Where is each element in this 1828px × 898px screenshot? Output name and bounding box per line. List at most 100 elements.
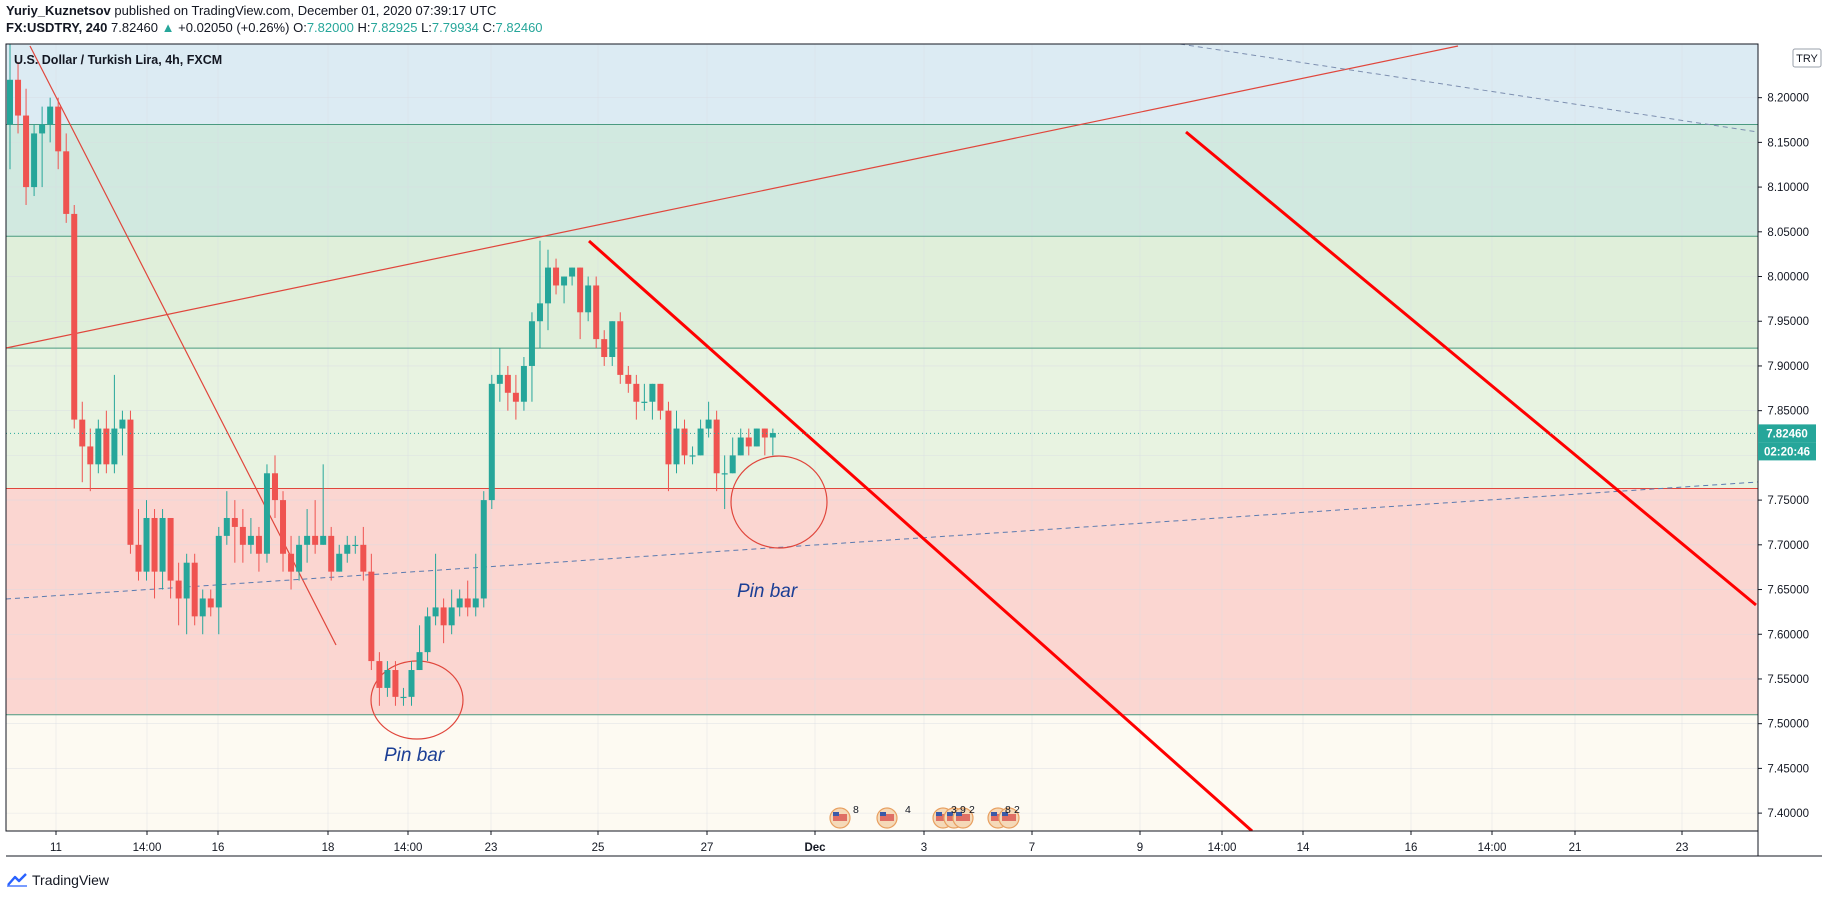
currency-box[interactable]: TRY xyxy=(1792,48,1822,68)
candle[interactable] xyxy=(239,509,246,563)
candle[interactable] xyxy=(737,428,744,456)
event-flag-icon[interactable] xyxy=(952,807,974,829)
candle[interactable] xyxy=(601,330,608,366)
candle[interactable] xyxy=(432,553,439,626)
candle[interactable] xyxy=(472,553,479,617)
candle[interactable] xyxy=(384,661,391,697)
candle[interactable] xyxy=(496,348,503,402)
tradingview-logo[interactable]: TradingView xyxy=(6,872,109,888)
candle[interactable] xyxy=(167,517,174,599)
candle[interactable] xyxy=(183,553,190,635)
candle[interactable] xyxy=(15,61,22,134)
candle[interactable] xyxy=(713,410,720,492)
candle[interactable] xyxy=(705,401,712,438)
candle[interactable] xyxy=(673,410,680,474)
candle[interactable] xyxy=(7,44,13,170)
main-downtrend-line[interactable] xyxy=(588,239,1253,831)
candle[interactable] xyxy=(376,652,383,706)
candle[interactable] xyxy=(577,267,584,340)
candle[interactable] xyxy=(263,464,270,563)
candle[interactable] xyxy=(360,526,367,581)
candle[interactable] xyxy=(215,526,222,635)
candle[interactable] xyxy=(223,491,230,545)
candle[interactable] xyxy=(641,383,648,411)
candle[interactable] xyxy=(296,535,303,581)
price-axis[interactable]: 8.20000 8.15000 8.10000 8.05000 8.00000 7.950… xyxy=(1758,93,1809,820)
candle[interactable] xyxy=(336,544,343,572)
candle[interactable] xyxy=(191,553,198,626)
parallel-downtrend-line[interactable] xyxy=(1185,130,1757,607)
candle[interactable] xyxy=(753,428,760,447)
drawing-layer[interactable] xyxy=(6,44,1758,831)
candle[interactable] xyxy=(769,428,776,456)
candle[interactable] xyxy=(344,535,351,563)
candle[interactable] xyxy=(553,258,560,295)
candle[interactable] xyxy=(103,410,110,474)
candle[interactable] xyxy=(593,276,600,349)
candle[interactable] xyxy=(207,589,214,617)
candle[interactable] xyxy=(480,491,487,608)
candle[interactable] xyxy=(440,598,447,644)
candle[interactable] xyxy=(609,321,616,366)
author-name[interactable]: Yuriy_Kuznetsov xyxy=(6,3,111,18)
candle[interactable] xyxy=(247,517,254,554)
event-flag-icon[interactable] xyxy=(829,807,851,829)
candle[interactable] xyxy=(745,428,752,456)
candle[interactable] xyxy=(657,383,664,420)
candle[interactable] xyxy=(63,133,70,223)
candle[interactable] xyxy=(697,419,704,456)
candle[interactable] xyxy=(504,365,511,411)
candle[interactable] xyxy=(520,357,527,411)
candle[interactable] xyxy=(424,607,431,662)
candle[interactable] xyxy=(617,312,624,384)
candle[interactable] xyxy=(111,374,118,474)
candle[interactable] xyxy=(456,589,463,617)
candle[interactable] xyxy=(649,383,656,420)
candle[interactable] xyxy=(448,589,455,635)
candle[interactable] xyxy=(585,276,592,322)
candle[interactable] xyxy=(304,509,311,563)
candle[interactable] xyxy=(231,500,238,563)
candle[interactable] xyxy=(400,687,407,706)
event-flag-icon[interactable] xyxy=(998,807,1020,829)
candle[interactable] xyxy=(545,249,552,331)
ascending-trendline[interactable] xyxy=(6,45,1459,349)
candle[interactable] xyxy=(561,276,568,304)
candle[interactable] xyxy=(729,437,736,474)
candle[interactable] xyxy=(71,204,78,429)
candle[interactable] xyxy=(761,428,768,456)
candle[interactable] xyxy=(95,419,102,474)
candle[interactable] xyxy=(288,535,295,590)
candle[interactable] xyxy=(175,562,182,626)
candle[interactable] xyxy=(312,500,319,554)
candle[interactable] xyxy=(271,455,278,518)
candle[interactable] xyxy=(633,374,640,420)
candle[interactable] xyxy=(31,124,38,197)
candle[interactable] xyxy=(689,446,696,465)
candle[interactable] xyxy=(352,535,359,554)
candle[interactable] xyxy=(536,240,543,349)
candle[interactable] xyxy=(23,88,30,205)
dashed-upper-line[interactable] xyxy=(1179,44,1758,133)
candle[interactable] xyxy=(464,580,471,617)
candle[interactable] xyxy=(39,106,46,188)
candle[interactable] xyxy=(159,509,166,590)
candle[interactable] xyxy=(55,97,62,170)
candle[interactable] xyxy=(151,509,158,599)
time-axis[interactable]: 11 14:00 16 18 14:00 23 25 27 Dec 3 7 9 14:00 14 16 14:… xyxy=(50,831,1688,854)
candle[interactable] xyxy=(625,365,632,393)
dashed-support-line[interactable] xyxy=(6,481,1758,600)
pin-bar-circle-2[interactable] xyxy=(730,455,828,549)
candle[interactable] xyxy=(408,661,415,706)
candle[interactable] xyxy=(569,267,576,286)
candle[interactable] xyxy=(721,455,728,510)
candle[interactable] xyxy=(320,464,327,545)
candle[interactable] xyxy=(280,491,287,572)
candle[interactable] xyxy=(488,374,495,510)
candle[interactable] xyxy=(392,661,399,706)
candle[interactable] xyxy=(416,625,423,671)
candle[interactable] xyxy=(87,428,94,492)
candle[interactable] xyxy=(135,509,142,581)
